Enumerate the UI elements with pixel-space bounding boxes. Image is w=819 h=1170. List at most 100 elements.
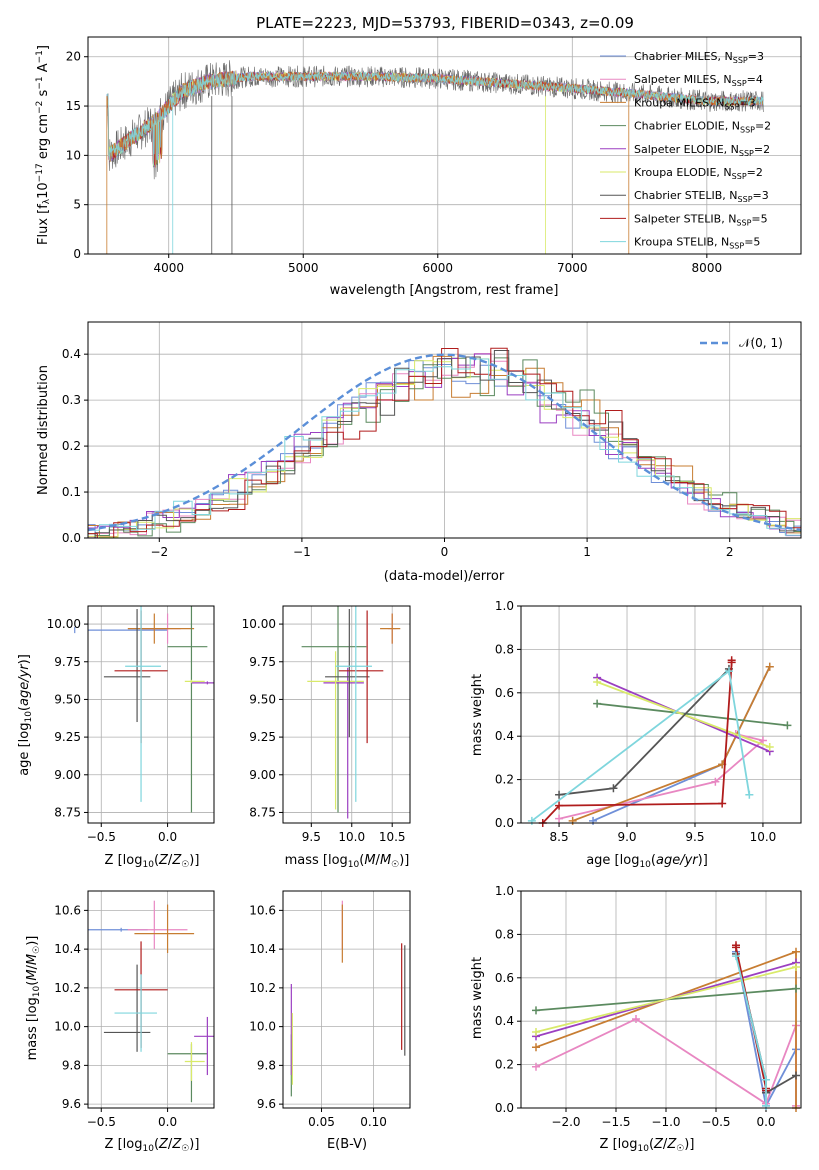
normal-reference-curve [87, 353, 802, 532]
spectrum-panel: 4000 5000 6000 7000 8000 0 5 10 15 20 wavelength … [35, 36, 802, 298]
mass-weight-vs-age-panel: 8.5 9.0 9.5 10.0 0.0 0.2 0.4 0.6 0.8 1.0 [495, 599, 802, 844]
weight-age-marker [589, 816, 598, 825]
y-tick-label: 0.8 [495, 927, 514, 941]
y-tick-label: 8.75 [54, 805, 81, 819]
y-tick-label: 10.2 [249, 981, 276, 995]
x-tick-label: −1.5 [601, 1115, 630, 1129]
residual-histogram [88, 347, 801, 539]
weight-age-marker [593, 699, 602, 708]
figure-title: PLATE=2223, MJD=53793, FIBERID=0343, z=0… [256, 14, 634, 32]
weight-age-line [596, 702, 788, 727]
x-tick-label: 0.0 [756, 1115, 775, 1129]
panel-content [301, 606, 401, 819]
y-tick-label: 10.6 [54, 903, 81, 917]
age-vs-mass-panel: 9.5 10.0 10.5 8.75 9.00 9.25 9.50 9.75 10.00 [242, 605, 411, 844]
weight-age-marker [724, 667, 733, 676]
residual-ticks: −2 −1 0 1 2 0.0 0.1 0.2 0.3 0.4 [62, 347, 734, 559]
weight-age-line [558, 733, 765, 820]
spectrum-xtick: 6000 [423, 261, 454, 275]
residual-ytick: 0.3 [62, 393, 81, 407]
weight-z-marker [532, 1062, 540, 1071]
panel-grid [283, 606, 410, 823]
weight-age-marker [783, 721, 792, 730]
weight-age-marker [555, 814, 564, 823]
residual-histogram [88, 358, 801, 536]
y-tick-label: 0.2 [495, 773, 514, 787]
weight-age-marker [568, 816, 577, 825]
panel-content [290, 900, 406, 1097]
weight-z-marker [732, 952, 740, 961]
spectrum-xtick: 8000 [692, 261, 723, 275]
weight-z-marker [532, 1028, 540, 1037]
panel-grid [283, 891, 410, 1108]
residual-xlabel: (data-model)/error [384, 569, 505, 584]
weight-age-marker [593, 677, 602, 686]
weight-age-line [558, 668, 730, 796]
spectrum-frame [87, 36, 802, 255]
residual-ytick: 0.2 [62, 439, 81, 453]
age-z-xlabel: Z [log10(Z/Z☉)] [105, 853, 200, 870]
y-tick-label: 0.0 [495, 816, 514, 830]
panel-frame [520, 890, 802, 1109]
x-tick-label: 10.0 [750, 830, 777, 844]
legend-label: Kroupa ELODIE, NSSP=2 [634, 166, 763, 181]
x-tick-label: 0.05 [308, 1115, 335, 1129]
panel-content [527, 656, 792, 827]
y-tick-label: 9.75 [54, 655, 81, 669]
weight-age-marker [745, 790, 754, 799]
spectrum-legend: Chabrier MILES, NSSP=3 Salpeter MILES, NS… [600, 50, 771, 251]
y-tick-label: 1.0 [495, 599, 514, 613]
weight-z-marker [792, 984, 800, 993]
spectrum-curves [106, 60, 764, 254]
y-tick-label: 10.4 [249, 942, 276, 956]
mass-vs-metallicity-panel: −0.5 0.0 9.6 9.8 10.0 10.2 10.4 10.6 [54, 890, 215, 1129]
panel-content [532, 941, 800, 1112]
y-tick-label: 9.00 [249, 768, 276, 782]
panel-content [88, 900, 214, 1103]
weight-z-marker [762, 1075, 770, 1084]
spectrum-ytick: 10 [66, 148, 81, 162]
mass-ebv-xlabel: E(B-V) [327, 1137, 367, 1152]
y-tick-label: 0.0 [495, 1101, 514, 1115]
normal-legend-label: 𝒩(0, 1) [739, 336, 783, 350]
weight-age-marker [765, 662, 774, 671]
residual-xtick: 0 [441, 545, 449, 559]
spectrum-xtick: 4000 [153, 261, 184, 275]
residual-xtick: 2 [726, 545, 734, 559]
age-vs-metallicity-panel: −0.5 0.0 8.75 9.00 9.25 9.50 9.75 10.00 [47, 605, 215, 844]
mass-z-xlabel: Z [log10(Z/Z☉)] [105, 1137, 200, 1154]
y-tick-label: 9.8 [62, 1058, 81, 1072]
mass-weight-vs-metallicity-panel: −2.0 −1.5 −1.0 −0.5 0.0 0.0 0.2 0.4 0.6 0.8 1.0 [495, 884, 802, 1129]
legend-label: Kroupa STELIB, NSSP=5 [634, 236, 760, 251]
x-tick-label: −2.0 [551, 1115, 580, 1129]
weight-z-marker [532, 1006, 540, 1015]
y-tick-label: 9.50 [249, 692, 276, 706]
legend-label: Salpeter STELIB, NSSP=5 [634, 212, 768, 227]
y-tick-label: 0.6 [495, 971, 514, 985]
y-tick-label: 10.6 [249, 903, 276, 917]
spectrum-ytick: 20 [66, 50, 81, 64]
weight-age-line [596, 681, 771, 748]
y-tick-label: 10.0 [54, 1020, 81, 1034]
panel-grid [88, 891, 214, 1108]
residual-ytick: 0.0 [62, 531, 81, 545]
y-tick-label: 10.2 [54, 981, 81, 995]
residual-histogram [88, 355, 801, 538]
x-tick-label: 9.0 [617, 830, 636, 844]
weight-z-marker [732, 943, 740, 952]
panel-frame [87, 605, 215, 824]
y-tick-label: 9.8 [257, 1058, 276, 1072]
y-tick-label: 8.75 [249, 805, 276, 819]
y-tick-label: 9.6 [62, 1097, 81, 1111]
panel-content [74, 606, 214, 813]
spectrum-xlabel: wavelength [Angstrom, rest frame] [330, 283, 559, 298]
spectrum-ytick: 15 [66, 99, 81, 113]
y-tick-label: 10.0 [249, 1020, 276, 1034]
y-tick-label: 0.4 [495, 729, 514, 743]
y-tick-label: 10.00 [47, 617, 81, 631]
weight-z-marker [792, 962, 800, 971]
y-tick-label: 9.00 [54, 768, 81, 782]
panel-grid [88, 606, 214, 823]
mass-vs-extinction-panel: 0.05 0.10 9.6 9.8 10.0 10.2 10.4 10.6 [249, 890, 411, 1129]
